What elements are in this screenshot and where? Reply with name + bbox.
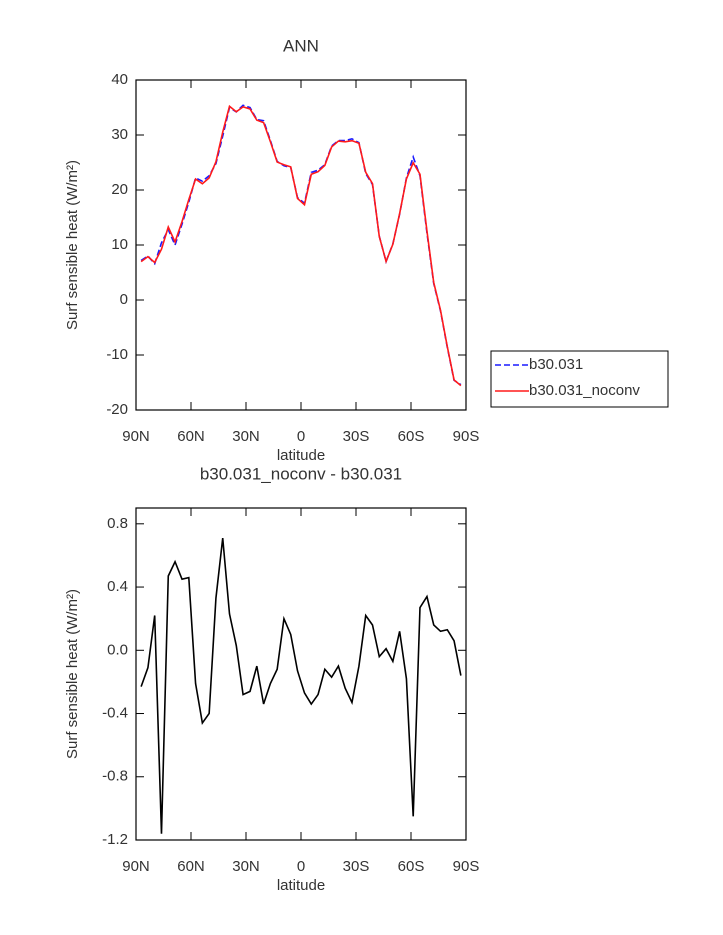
x-tick-label: 60N: [177, 428, 205, 445]
legend-box: [490, 350, 669, 408]
y-tick-label: 0.8: [107, 515, 128, 532]
x-tick-label: 60S: [398, 428, 425, 445]
y-tick-label: 40: [111, 71, 128, 88]
x-tick-label: 90S: [453, 858, 480, 875]
x-tick-label: 0: [297, 428, 305, 445]
y-tick-label: 0.0: [107, 641, 128, 658]
y-tick-label: -0.4: [102, 704, 128, 721]
y-tick-label: 10: [111, 236, 128, 253]
y-tick-label: -20: [106, 401, 128, 418]
plot-frame: [135, 79, 467, 411]
data-line: [140, 104, 462, 386]
chart-title: ANN: [283, 36, 319, 55]
data-line: [140, 104, 462, 387]
x-tick-label: 30N: [232, 428, 260, 445]
x-tick-label: 60S: [398, 858, 425, 875]
x-axis-label: latitude: [277, 447, 325, 464]
x-tick-label: 0: [297, 858, 305, 875]
y-axis-label: Surf sensible heat (W/m²): [64, 589, 81, 759]
y-tick-label: -0.8: [102, 768, 128, 785]
x-tick-label: 60N: [177, 858, 205, 875]
x-tick-label: 90N: [122, 428, 150, 445]
legend-label: b30.031_noconv: [529, 382, 640, 399]
x-axis-label: latitude: [277, 877, 325, 894]
y-tick-label: 20: [111, 181, 128, 198]
y-tick-label: 0: [120, 291, 128, 308]
chart-title: b30.031_noconv - b30.031: [200, 464, 402, 483]
x-tick-label: 30N: [232, 858, 260, 875]
x-tick-label: 30S: [343, 858, 370, 875]
y-tick-label: 0.4: [107, 578, 128, 595]
legend-label: b30.031: [529, 356, 583, 373]
x-tick-label: 90N: [122, 858, 150, 875]
plot-frame: [135, 507, 467, 841]
y-tick-label: 30: [111, 126, 128, 143]
data-line: [140, 537, 462, 834]
x-tick-label: 30S: [343, 428, 370, 445]
x-tick-label: 90S: [453, 428, 480, 445]
y-axis-label: Surf sensible heat (W/m²): [64, 160, 81, 330]
y-tick-label: -1.2: [102, 831, 128, 848]
y-tick-label: -10: [106, 346, 128, 363]
